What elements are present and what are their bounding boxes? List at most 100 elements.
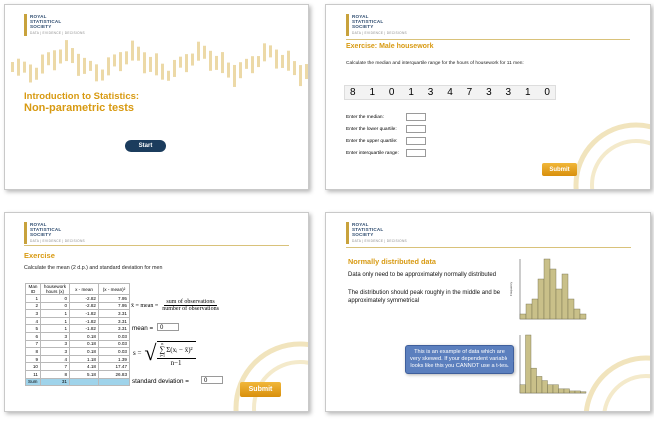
hist-bar	[531, 298, 539, 320]
decorative-bar	[113, 54, 116, 67]
sd-label: standard deviation =	[132, 378, 189, 385]
decorative-bar	[179, 56, 182, 68]
decorative-bar	[95, 64, 98, 82]
table-cell: 0	[40, 294, 70, 303]
hist-bar	[519, 313, 527, 320]
paragraph-1: Data only need to be approximately norma…	[348, 272, 497, 278]
decorative-bar	[41, 54, 44, 74]
decorative-bar	[89, 60, 92, 71]
decorative-bar	[227, 62, 230, 78]
sum-value: 31	[40, 377, 70, 387]
number: 7	[466, 86, 473, 98]
slide-normal-distribution: ROYAL STATISTICAL SOCIETY DATA | EVIDENCE …	[325, 212, 651, 412]
tooltip-pointer	[507, 356, 514, 366]
number: 8	[350, 86, 356, 98]
exercise-title: Exercise	[24, 251, 55, 260]
decorative-bar	[305, 64, 308, 80]
table-cell: 3.31	[98, 316, 130, 326]
submit-button[interactable]: Submit	[542, 163, 577, 176]
table-row: 5 1 -1.82 3.31	[25, 324, 130, 333]
decorative-bar	[167, 70, 170, 81]
number: 0	[544, 86, 550, 98]
table-row: 11 8 5.18 26.83	[25, 369, 130, 379]
decorative-bar	[17, 58, 20, 76]
median-input[interactable]	[406, 113, 426, 121]
hist-bar	[580, 391, 587, 394]
table-cell: 3.31	[98, 324, 130, 333]
paragraph-2: The distribution should peak roughly in …	[348, 290, 501, 304]
sum-label: Sum	[25, 377, 41, 387]
table-cell: 1	[40, 309, 70, 318]
start-button[interactable]: Start	[125, 140, 166, 152]
table-cell: 6	[25, 331, 41, 341]
decorative-bar	[203, 45, 206, 59]
upper-quartile-label: Enter the upper quartile:	[346, 139, 398, 144]
decorative-bar	[71, 48, 74, 64]
decorative-bar	[11, 62, 14, 72]
table-row: 6 3 0.18 0.03	[25, 331, 130, 341]
decorative-bar	[47, 52, 50, 66]
mean-input[interactable]: 0	[157, 323, 179, 331]
hist-bar	[579, 313, 587, 320]
table-cell: 5.18	[69, 369, 99, 379]
table-cell: 3	[25, 309, 41, 318]
table-cell: 3	[40, 347, 70, 356]
decorative-bar-pattern	[11, 40, 308, 87]
lower-quartile-input[interactable]	[406, 125, 426, 133]
hist-bar	[536, 376, 543, 394]
table-cell: 4	[25, 316, 41, 326]
mean-label: mean =	[132, 325, 154, 332]
upper-quartile-input[interactable]	[406, 137, 426, 145]
decorative-bar	[245, 58, 248, 69]
y-axis-label: Frequency	[509, 281, 513, 296]
col-header: Man ID	[25, 283, 41, 295]
table-cell: 26.83	[98, 369, 130, 379]
table-row: 8 3 0.18 0.03	[25, 347, 130, 356]
table-row: 3 1 -1.82 3.31	[25, 309, 130, 318]
table-cell: 4	[40, 354, 70, 364]
lower-quartile-label: Enter the lower quartile:	[346, 127, 397, 132]
slide-mean-sd-exercise: ROYAL STATISTICAL SOCIETY DATA | EVIDENCE …	[4, 212, 309, 412]
decorative-bar	[269, 45, 272, 58]
table-cell: -1.82	[69, 316, 99, 326]
number: 3	[505, 86, 512, 98]
histogram-skewed: Frequency	[509, 334, 587, 394]
decorative-bar	[107, 57, 110, 76]
skewed-tooltip: This is an example of data which are ver…	[405, 345, 514, 374]
hist-bar	[541, 380, 548, 394]
decorative-bar	[209, 50, 212, 71]
exercise-title: Exercise: Male housework	[346, 43, 434, 50]
decorative-bar	[287, 50, 290, 71]
mean-formula: x̄ = mean = sum of observations number o…	[131, 299, 219, 312]
table-cell: 0.03	[98, 347, 130, 356]
iqr-input[interactable]	[406, 149, 426, 157]
submit-button[interactable]: Submit	[240, 382, 281, 397]
table-cell: 1.39	[98, 354, 130, 364]
hist-bar	[543, 258, 551, 320]
table-cell: 1	[40, 316, 70, 326]
col-header: x - mean	[69, 283, 99, 295]
median-label: Enter the median:	[346, 115, 384, 120]
decorative-bar	[131, 40, 134, 61]
table-row: 4 1 -1.82 3.31	[25, 316, 130, 326]
hist-bar	[573, 308, 581, 320]
decorative-bar	[197, 41, 200, 61]
rss-logo: ROYAL STATISTICAL SOCIETY DATA | EVIDENCE …	[24, 14, 85, 36]
decorative-bar	[161, 63, 164, 80]
table-cell: 3	[40, 339, 70, 349]
decorative-bar	[125, 51, 128, 65]
table-cell: 3	[40, 331, 70, 341]
hist-bar	[530, 367, 537, 394]
table-cell: 10	[25, 362, 41, 371]
number: 1	[408, 86, 414, 98]
sd-input[interactable]: 0	[201, 376, 223, 384]
decorative-bar	[215, 55, 218, 70]
table-cell: 8	[25, 347, 41, 356]
table-cell: 9	[25, 354, 41, 364]
table-cell: 17.47	[98, 362, 130, 371]
table-cell: 5	[25, 324, 41, 333]
decorative-bar	[119, 52, 122, 72]
table-cell: 0	[40, 301, 70, 311]
hist-bar	[561, 273, 569, 320]
decorative-bar	[59, 49, 62, 64]
